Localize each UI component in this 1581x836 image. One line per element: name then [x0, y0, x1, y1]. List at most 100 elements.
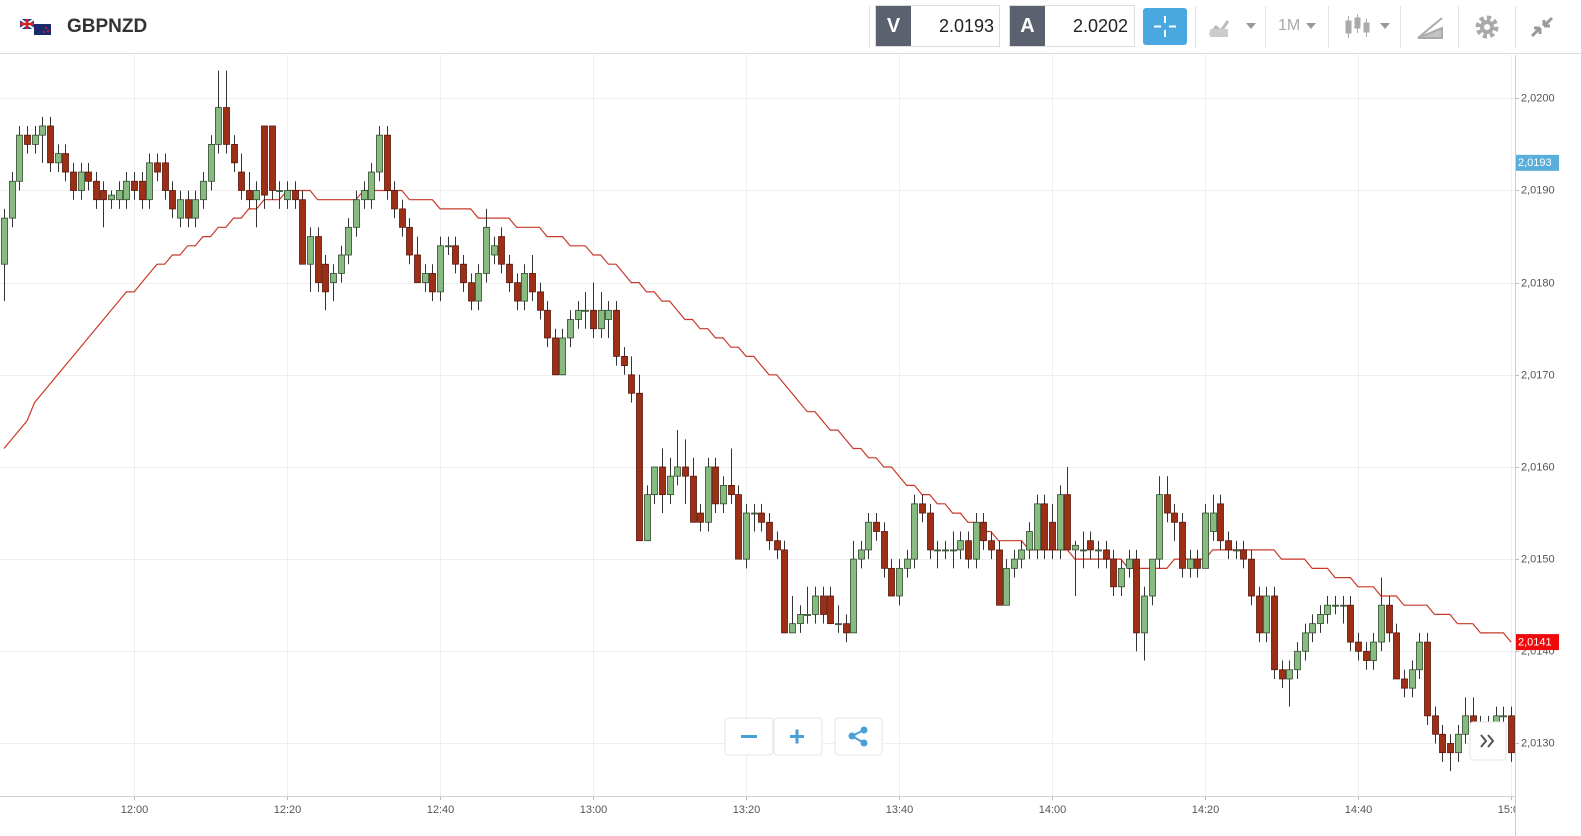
x-tick-label: 14:40 — [1345, 804, 1373, 816]
candle-body — [682, 466, 689, 477]
candle-body — [521, 273, 528, 302]
candle-body — [78, 171, 85, 191]
candle-body — [1332, 604, 1339, 607]
candle-body — [965, 540, 972, 560]
candle-body — [590, 309, 597, 330]
scroll-end-button[interactable] — [1469, 721, 1507, 761]
candle-body — [100, 190, 107, 201]
candle-body — [185, 199, 192, 219]
candle-body — [705, 466, 712, 523]
moving-average-line — [3, 189, 1512, 643]
price-tag-label: 2,0193 — [1518, 157, 1552, 169]
candle-body — [934, 549, 941, 552]
draw-button[interactable] — [1416, 14, 1444, 40]
candle-body — [139, 180, 146, 201]
candle-body — [215, 107, 222, 145]
candle-body — [835, 623, 842, 626]
candle-body — [758, 512, 765, 523]
candle-body — [399, 208, 406, 228]
candle-body — [177, 199, 184, 219]
candle-body — [636, 392, 643, 542]
candle-body — [1171, 512, 1178, 523]
share-button[interactable] — [834, 717, 883, 756]
candle-body — [299, 199, 306, 265]
settings-button[interactable] — [1474, 14, 1500, 40]
candle-body — [1072, 544, 1079, 551]
candle-body — [1026, 531, 1033, 551]
candle-body — [1202, 512, 1209, 569]
share-icon — [848, 726, 868, 747]
candle-body — [9, 180, 16, 219]
candle-body — [1217, 503, 1224, 542]
candle-body — [820, 595, 827, 615]
candle-body — [1294, 650, 1301, 671]
candle-body — [276, 190, 283, 192]
candle-body — [445, 245, 452, 248]
candle-body — [506, 263, 513, 284]
candle-body — [39, 125, 46, 136]
candle-body — [888, 567, 895, 597]
chart-type-button[interactable] — [1208, 15, 1258, 39]
candle-body — [307, 236, 314, 265]
x-tick-label: 12:20 — [274, 804, 302, 816]
candle-body — [1462, 715, 1469, 735]
candle-body — [1347, 604, 1354, 643]
candle-body — [1248, 558, 1255, 597]
candle-body — [414, 254, 421, 284]
candle-body — [1378, 604, 1385, 643]
candle-body — [559, 337, 566, 376]
candle-body — [353, 199, 360, 228]
candle-body — [690, 475, 697, 523]
crosshair-button[interactable] — [1143, 8, 1187, 45]
candle-body — [1508, 715, 1515, 754]
candle-body — [1164, 494, 1171, 514]
candle-body — [406, 226, 413, 256]
candle-body — [154, 162, 161, 173]
price-tags: 2,0193 2,0141 — [1516, 154, 1559, 651]
price-tag — [1516, 634, 1559, 651]
toolbar: GBPNZD V 2.0193 A 2.0202 1M — [0, 0, 1581, 54]
candle-style-button[interactable] — [1344, 13, 1392, 41]
candle-body — [996, 549, 1003, 606]
candle-body — [812, 595, 819, 615]
candle-body — [1126, 558, 1133, 569]
candle-body — [208, 143, 215, 182]
candle-body — [162, 162, 169, 191]
candle-body — [881, 531, 888, 569]
x-tick-label: 12:40 — [427, 804, 455, 816]
candle-body — [1309, 623, 1316, 634]
candle-body — [1103, 549, 1110, 560]
candle-body — [1393, 632, 1400, 680]
candle-body — [1133, 558, 1140, 634]
separator — [1328, 6, 1329, 48]
price-tag — [1516, 154, 1559, 171]
zoom-controls — [724, 717, 1507, 761]
candle-body — [292, 190, 299, 201]
candle-body — [911, 503, 918, 560]
buy-label: A — [1010, 6, 1045, 46]
candle-body — [24, 134, 31, 145]
collapse-button[interactable] — [1528, 14, 1556, 40]
buy-box[interactable] — [1009, 5, 1135, 47]
candle-body — [1003, 567, 1010, 606]
sell-box[interactable] — [875, 5, 1000, 47]
y-tick-label: 2,0130 — [1521, 737, 1555, 749]
candle-body — [475, 273, 482, 302]
candle-body — [192, 199, 199, 219]
candle-body — [575, 309, 582, 320]
x-axis: 12:00 12:20 12:40 13:00 13:20 13:40 14:00 14:20… — [121, 796, 1515, 816]
candle-body — [200, 180, 207, 201]
timeframe[interactable]: 1M — [1278, 17, 1301, 34]
candle-body — [483, 226, 490, 274]
candle-body — [429, 273, 436, 293]
candle-body — [1080, 549, 1087, 552]
candle-body — [697, 512, 704, 523]
candle-body — [659, 466, 666, 496]
candle-body — [116, 190, 123, 201]
candle-body — [605, 309, 612, 320]
candle-body — [789, 623, 796, 634]
candle-body — [384, 134, 391, 191]
candle-body — [1156, 494, 1163, 560]
separator — [1195, 6, 1196, 48]
